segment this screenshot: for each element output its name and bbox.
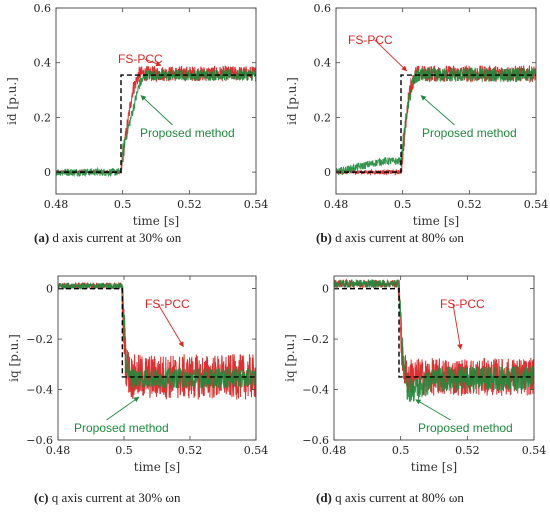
plot-area xyxy=(58,281,256,400)
y-axis-label: id [p.u.] xyxy=(5,77,19,125)
y-tick-label: 0.6 xyxy=(34,2,52,15)
series-line-fs-pcc xyxy=(56,64,256,176)
annotation-arrow xyxy=(157,303,184,348)
axes-frame xyxy=(55,7,257,195)
x-tick-label: 0.48 xyxy=(46,444,71,457)
x-tick-label: 0.54 xyxy=(524,198,549,211)
annotation-proposed-method: Proposed method xyxy=(418,421,513,435)
y-tick-label: 0 xyxy=(44,166,51,179)
annotation-fs-pcc: FS-PCC xyxy=(145,297,190,311)
annotation-arrow xyxy=(374,39,408,72)
x-tick-label: 0.5 xyxy=(115,444,133,457)
reference-line xyxy=(58,287,256,378)
y-axis-label: iq [p.u.] xyxy=(283,334,297,382)
annotation-arrow xyxy=(420,95,455,126)
plot-area xyxy=(56,64,256,178)
x-tick-label: 0.48 xyxy=(322,444,347,457)
plot-area xyxy=(336,64,536,176)
annotation-arrow xyxy=(144,58,162,67)
y-tick-label: −0.4 xyxy=(302,384,329,397)
annotation-arrow xyxy=(106,396,140,421)
y-tick-label: 0 xyxy=(322,283,329,296)
caption-tag: (b) xyxy=(316,230,335,245)
reference-line xyxy=(56,74,256,173)
caption-text: d axis current at 30% ωn xyxy=(52,230,181,245)
series-line-proposed-method xyxy=(56,68,256,178)
series-line-fs-pcc xyxy=(336,64,536,176)
annotation-fs-pcc: FS-PCC xyxy=(118,52,163,66)
x-tick-label: 0.52 xyxy=(455,444,480,457)
axes-frame xyxy=(335,7,537,195)
caption-text: d axis current at 80% ωn xyxy=(335,230,464,245)
y-tick-label: −0.4 xyxy=(26,384,53,397)
x-tick-label: 0.54 xyxy=(522,444,547,457)
panel-c: 0.48 0.5 0.52 0.54 0 −0.2 −0.4 −0.6 time [s] iq [… xyxy=(7,275,269,505)
y-axis-label: id [p.u.] xyxy=(285,77,299,125)
panel-b: 0.48 0.5 0.52 0.54 0 0.2 0.4 0.6 time [s] id [p.u… xyxy=(285,2,548,245)
y-tick-label: 0.6 xyxy=(314,2,332,15)
x-tick-label: 0.48 xyxy=(44,198,69,211)
y-tick-label: −0.2 xyxy=(302,333,329,346)
x-tick-label: 0.48 xyxy=(324,198,349,211)
y-tick-label: 0 xyxy=(324,166,331,179)
reference-line xyxy=(334,287,534,378)
x-tick-label: 0.52 xyxy=(177,198,202,211)
y-tick-label: −0.6 xyxy=(302,434,329,447)
annotation-arrow xyxy=(415,399,451,421)
series-line-proposed-method xyxy=(334,279,534,402)
y-tick-label: −0.6 xyxy=(26,434,53,447)
annotation-proposed-method: Proposed method xyxy=(422,126,517,140)
annotation-arrow xyxy=(140,95,173,126)
panel-caption: (c) q axis current at 30% ωn xyxy=(34,490,181,505)
plot-area xyxy=(334,278,534,402)
x-axis-label: time [s] xyxy=(413,214,459,228)
annotation-proposed-method: Proposed method xyxy=(74,421,169,435)
y-axis-label: iq [p.u.] xyxy=(7,334,21,382)
panel-a: 0.48 0.5 0.52 0.54 0 0.2 0.4 0.6 time [s] id [p.u… xyxy=(5,2,268,245)
y-tick-label: 0.4 xyxy=(34,57,52,70)
panel-caption: (a) d axis current at 30% ωn xyxy=(34,230,182,245)
x-tick-label: 0.5 xyxy=(394,198,412,211)
annotation-fs-pcc: FS-PCC xyxy=(440,297,485,311)
annotation-fs-pcc: FS-PCC xyxy=(348,33,393,47)
x-tick-label: 0.5 xyxy=(392,444,410,457)
panel-d: 0.48 0.5 0.52 0.54 0 −0.2 −0.4 −0.6 time [s] iq [… xyxy=(283,275,547,505)
axes-frame xyxy=(333,275,535,441)
caption-tag: (a) xyxy=(34,230,52,245)
x-axis-label: time [s] xyxy=(133,214,179,228)
series-line-proposed-method xyxy=(58,281,256,389)
x-axis-label: time [s] xyxy=(411,460,457,474)
annotation-proposed-method: Proposed method xyxy=(140,126,235,140)
series-line-proposed-method xyxy=(336,66,536,176)
annotation-arrow xyxy=(452,303,463,350)
caption-text: q axis current at 30% ωn xyxy=(52,490,181,505)
caption-text: q axis current at 80% ωn xyxy=(335,490,464,505)
caption-tag: (c) xyxy=(34,490,52,505)
reference-line xyxy=(336,74,536,173)
y-tick-label: 0.2 xyxy=(314,111,332,124)
y-tick-label: 0 xyxy=(46,283,53,296)
caption-tag: (d) xyxy=(316,490,335,505)
x-tick-label: 0.54 xyxy=(244,444,269,457)
axes-frame xyxy=(57,275,257,441)
x-tick-label: 0.52 xyxy=(457,198,482,211)
x-tick-label: 0.5 xyxy=(114,198,132,211)
y-tick-label: 0.4 xyxy=(314,57,332,70)
y-tick-label: 0.2 xyxy=(34,111,52,124)
x-tick-label: 0.54 xyxy=(244,198,269,211)
panel-caption: (d) q axis current at 80% ωn xyxy=(316,490,464,505)
y-tick-label: −0.2 xyxy=(26,333,53,346)
x-axis-label: time [s] xyxy=(134,460,180,474)
panel-caption: (b) d axis current at 80% ωn xyxy=(316,230,464,245)
x-tick-label: 0.52 xyxy=(178,444,203,457)
